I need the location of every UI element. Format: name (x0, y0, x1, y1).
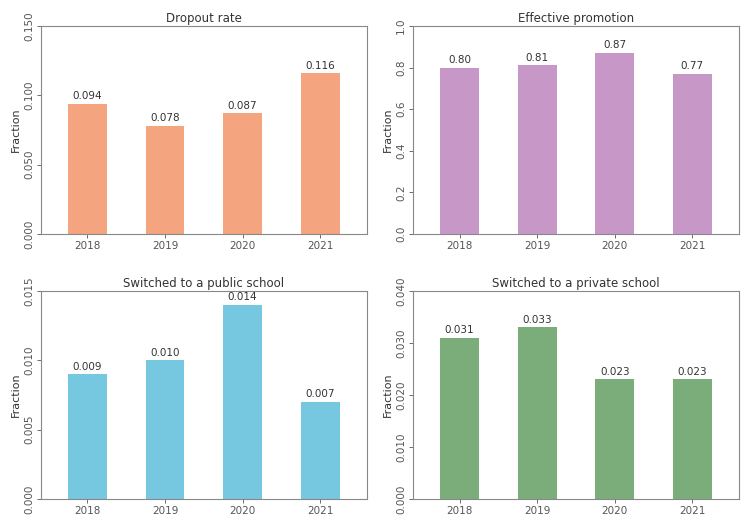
Text: 0.023: 0.023 (600, 367, 629, 377)
Title: Effective promotion: Effective promotion (518, 12, 634, 25)
Text: 0.010: 0.010 (150, 348, 180, 358)
Bar (518, 327, 556, 499)
Bar (301, 402, 340, 499)
Text: 0.014: 0.014 (228, 292, 257, 302)
Bar (301, 73, 340, 234)
Bar (596, 379, 634, 499)
Bar (146, 360, 184, 499)
Title: Dropout rate: Dropout rate (166, 12, 242, 25)
Title: Switched to a public school: Switched to a public school (123, 277, 284, 290)
Bar (440, 67, 479, 234)
Y-axis label: Fraction: Fraction (383, 373, 393, 417)
Text: 0.87: 0.87 (603, 41, 626, 51)
Text: 0.078: 0.078 (150, 113, 180, 123)
Text: 0.023: 0.023 (677, 367, 707, 377)
Text: 0.77: 0.77 (681, 61, 704, 71)
Bar (518, 65, 556, 234)
Text: 0.80: 0.80 (448, 55, 471, 65)
Text: 0.116: 0.116 (305, 61, 335, 71)
Bar (224, 305, 262, 499)
Bar (68, 374, 106, 499)
Bar (596, 53, 634, 234)
Text: 0.033: 0.033 (522, 315, 552, 325)
Text: 0.007: 0.007 (305, 389, 334, 399)
Bar (146, 126, 184, 234)
Text: 0.81: 0.81 (526, 53, 549, 63)
Text: 0.087: 0.087 (228, 101, 257, 111)
Bar (673, 379, 712, 499)
Y-axis label: Fraction: Fraction (383, 108, 393, 152)
Text: 0.094: 0.094 (73, 91, 102, 101)
Text: 0.009: 0.009 (73, 362, 102, 372)
Bar (224, 113, 262, 234)
Y-axis label: Fraction: Fraction (11, 373, 21, 417)
Text: 0.031: 0.031 (445, 325, 475, 335)
Bar (440, 338, 479, 499)
Y-axis label: Fraction: Fraction (11, 108, 21, 152)
Title: Switched to a private school: Switched to a private school (492, 277, 660, 290)
Bar (673, 74, 712, 234)
Bar (68, 104, 106, 234)
